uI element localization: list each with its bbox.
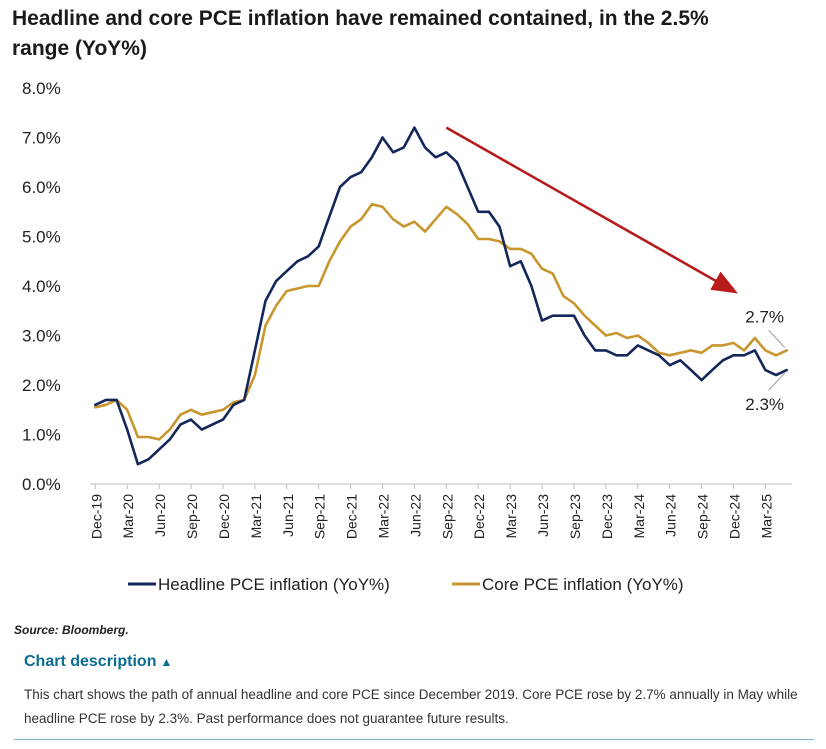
y-tick-label: 1.0%	[22, 426, 61, 445]
x-tick-label: Dec-21	[344, 494, 360, 539]
chevron-up-icon: ▲	[160, 655, 173, 669]
chart-description-toggle[interactable]: Chart description ▲	[24, 653, 172, 671]
y-tick-label: 5.0%	[22, 228, 61, 247]
y-tick-label: 8.0%	[22, 79, 61, 98]
x-tick-label: Dec-22	[471, 494, 487, 539]
legend-core-label: Core PCE inflation (YoY%)	[482, 575, 684, 594]
chart-description-text: This chart shows the path of annual head…	[24, 687, 798, 726]
x-tick-label: Mar-25	[758, 494, 774, 539]
core-pce-line	[94, 203, 789, 441]
x-tick-label: Mar-21	[248, 494, 264, 539]
source-note: Source: Bloomberg.	[14, 623, 129, 637]
y-tick-label: 7.0%	[22, 129, 61, 148]
legend-headline-label: Headline PCE inflation (YoY%)	[158, 575, 390, 594]
headline-pce-line	[94, 126, 789, 466]
x-tick-label: Jun-20	[152, 494, 168, 537]
y-tick-label: 2.0%	[22, 376, 61, 395]
y-tick-label: 4.0%	[22, 277, 61, 296]
x-tick-label: Dec-19	[88, 494, 104, 539]
x-tick-label: Mar-20	[120, 494, 136, 539]
x-tick-label: Dec-24	[727, 494, 743, 539]
x-tick-label: Sep-24	[695, 494, 711, 539]
x-tick-label: Mar-22	[376, 494, 392, 539]
x-tick-label: Dec-20	[216, 494, 232, 539]
x-tick-label: Sep-23	[567, 494, 583, 539]
x-tick-label: Sep-20	[184, 494, 200, 539]
x-tick-label: Jun-21	[280, 494, 296, 537]
headline-label-leader	[768, 372, 786, 391]
y-tick-label: 3.0%	[22, 327, 61, 346]
pce-line-chart: 0.0% 1.0% 2.0% 3.0% 4.0% 5.0% 6.0% 7.0% 8.0% Dec-…	[22, 79, 792, 594]
x-tick-label: Dec-23	[599, 494, 615, 539]
chart-description-label: Chart description	[24, 653, 157, 670]
headline-end-label: 2.3%	[745, 395, 784, 414]
x-tick-label: Jun-22	[407, 494, 423, 537]
x-tick-label: Sep-22	[439, 494, 455, 539]
x-tick-label: Jun-24	[663, 494, 679, 537]
y-tick-label: 0.0%	[22, 475, 61, 494]
chart-title: Headline and core PCE inflation have rem…	[12, 7, 709, 60]
x-tick-label: Mar-23	[503, 494, 519, 539]
y-tick-label: 6.0%	[22, 178, 61, 197]
x-tick-label: Jun-23	[535, 494, 551, 537]
core-label-leader	[768, 330, 786, 348]
downtrend-arrow	[445, 126, 739, 294]
divider	[14, 739, 814, 740]
core-end-label: 2.7%	[745, 307, 784, 326]
x-tick-label: Mar-24	[631, 494, 647, 539]
x-tick-label: Sep-21	[312, 494, 328, 539]
